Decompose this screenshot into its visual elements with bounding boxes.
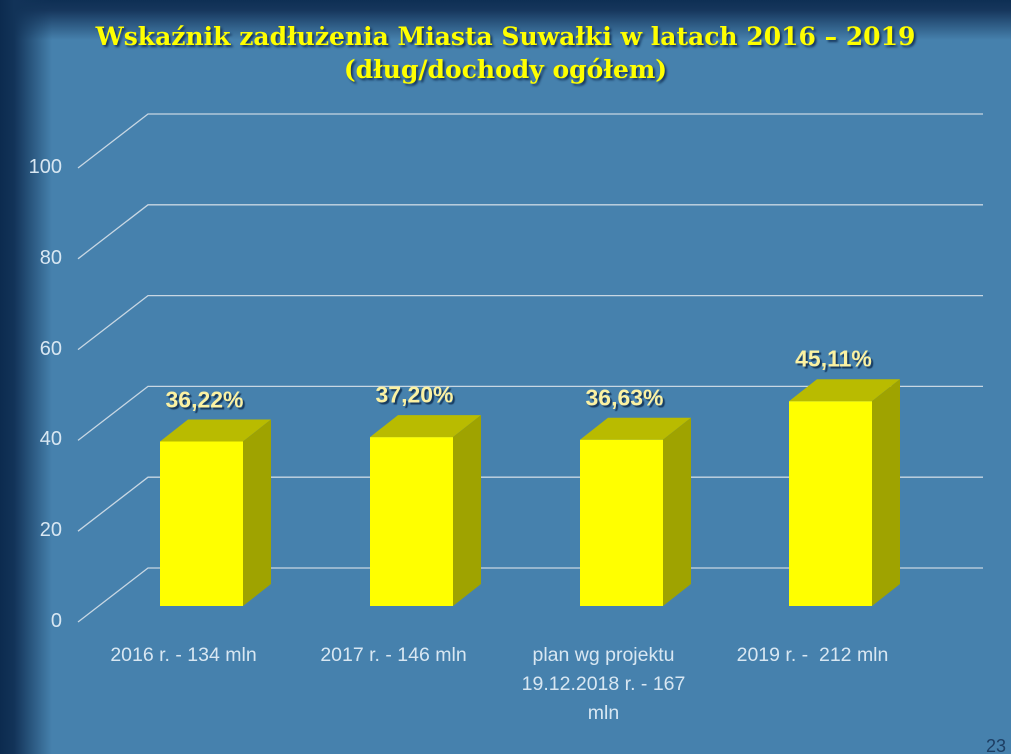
bar-top-face xyxy=(789,379,900,402)
bar-front-face xyxy=(370,437,453,606)
y-axis-tick-label: 60 xyxy=(39,337,62,360)
gridline xyxy=(77,113,983,169)
bar-front-face xyxy=(160,441,243,606)
gridline xyxy=(77,204,983,260)
bar-3 xyxy=(580,417,691,606)
bar-top-face xyxy=(580,417,691,440)
y-axis-tick-label: 0 xyxy=(50,610,62,632)
bar-front-face xyxy=(580,439,663,606)
category-label: 2019 r. - 212 mln xyxy=(736,644,889,666)
category-label: 2017 r. - 146 mln xyxy=(320,644,467,666)
gridline xyxy=(77,294,983,351)
bar-2 xyxy=(370,415,481,606)
bar-value-label: 36,63% xyxy=(585,384,664,411)
bar-value-label: 37,20% xyxy=(375,381,454,408)
bar-value-label: 45,11% xyxy=(795,345,872,372)
slide-title: Wskaźnik zadłużenia Miasta Suwałki w lat… xyxy=(95,22,916,84)
gridline xyxy=(77,385,983,441)
bar-top-face xyxy=(370,415,481,438)
y-axis-tick-label: 100 xyxy=(28,156,62,178)
category-label: plan wg projektu 19.12.2018 r. - 167 mln xyxy=(521,644,686,724)
y-axis-tick-label: 80 xyxy=(39,246,62,269)
category-label: 2016 r. - 134 mln xyxy=(110,644,257,666)
bar-4 xyxy=(789,379,900,606)
bar-side-face xyxy=(453,415,481,606)
bar-side-face xyxy=(872,379,900,606)
bar-front-face xyxy=(789,401,872,606)
bar-top-face xyxy=(160,419,271,442)
bar-side-face xyxy=(663,417,691,606)
y-axis-tick-label: 40 xyxy=(39,428,62,451)
bar-1 xyxy=(160,419,271,606)
y-axis-tick-label: 20 xyxy=(39,519,62,542)
gridline xyxy=(77,476,983,532)
page-number: 23 xyxy=(985,736,1006,754)
bar-side-face xyxy=(243,419,271,606)
bar-value-label: 36,22% xyxy=(165,386,244,413)
gridline xyxy=(77,567,983,623)
